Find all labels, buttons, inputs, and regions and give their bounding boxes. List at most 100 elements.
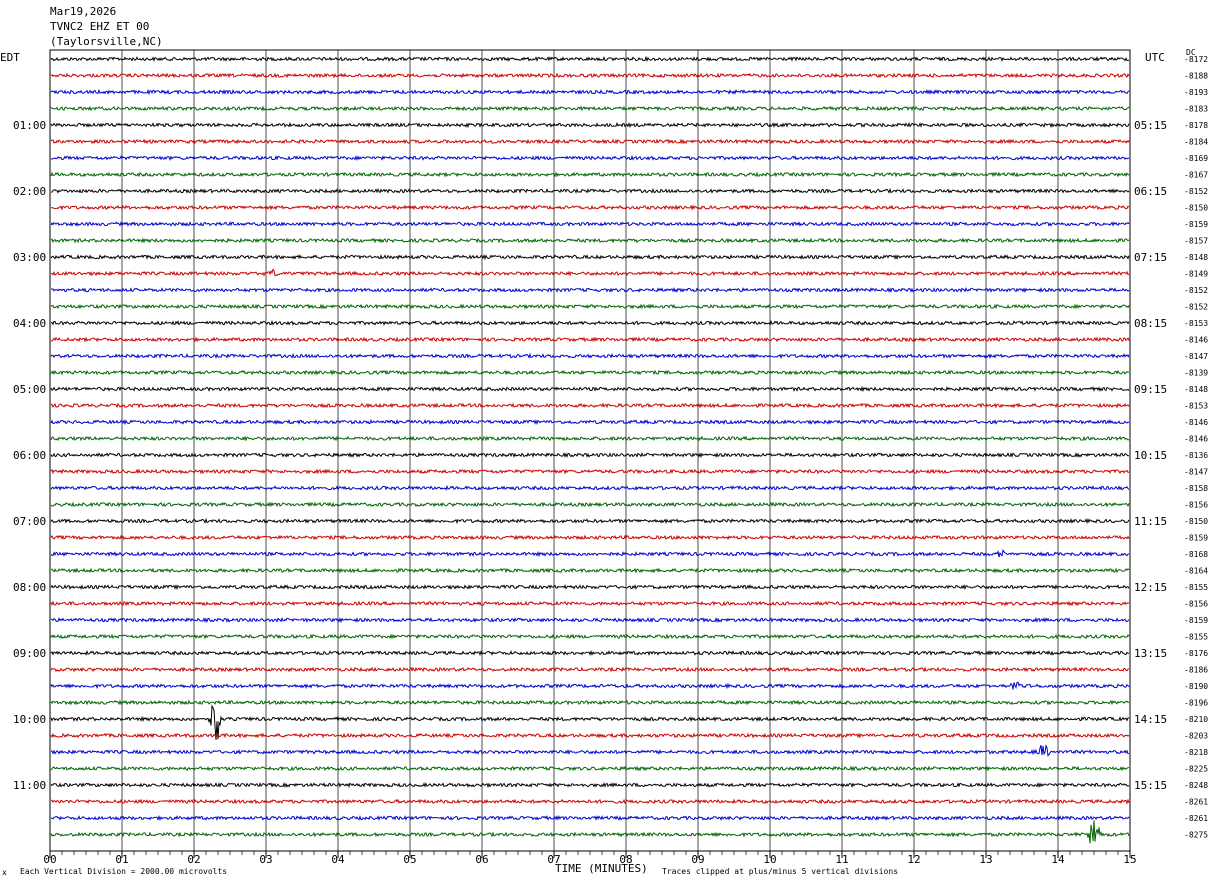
dc-offset-label: -8146 — [1184, 336, 1208, 345]
dc-offset-label: -8153 — [1184, 319, 1208, 328]
dc-offset-label: -8168 — [1184, 550, 1208, 559]
x-axis-title: TIME (MINUTES) — [555, 862, 648, 875]
dc-offset-label: -8261 — [1184, 798, 1208, 807]
trace-line — [50, 584, 1130, 591]
trace-line — [50, 253, 1130, 261]
dc-offset-label: -8188 — [1184, 72, 1208, 81]
dc-offset-label: -8156 — [1184, 600, 1208, 609]
edt-hour-label: 06:00 — [13, 449, 46, 462]
utc-hour-label: 13:15 — [1134, 647, 1167, 660]
trace-line — [50, 418, 1130, 426]
trace-line — [50, 435, 1130, 442]
utc-hour-label: 05:15 — [1134, 119, 1167, 132]
trace-line — [50, 534, 1130, 541]
trace-line — [50, 732, 1130, 739]
x-tick-label: 00 — [43, 853, 56, 866]
x-tick-label: 14 — [1051, 853, 1065, 866]
dc-offset-label: -8153 — [1184, 402, 1208, 411]
dc-offset-label: -8218 — [1184, 748, 1208, 757]
dc-offset-label: -8275 — [1184, 831, 1208, 840]
trace-line — [50, 287, 1130, 294]
dc-offset-label: -8178 — [1184, 121, 1208, 130]
utc-hour-label: 14:15 — [1134, 713, 1167, 726]
trace-line — [50, 369, 1130, 376]
x-tick-label: 13 — [979, 853, 992, 866]
edt-hour-label: 09:00 — [13, 647, 46, 660]
utc-hour-label: 15:15 — [1134, 779, 1167, 792]
trace-line — [50, 187, 1130, 194]
x-tick-label: 09 — [691, 853, 704, 866]
x-tick-label: 11 — [835, 853, 848, 866]
dc-offset-label: -8155 — [1184, 583, 1208, 592]
dc-offset-label: -8169 — [1184, 154, 1208, 163]
plot-frame — [49, 49, 1131, 852]
edt-hour-label: 10:00 — [13, 713, 46, 726]
dc-offset-label: -8149 — [1184, 270, 1208, 279]
trace-line — [50, 352, 1130, 360]
trace-line — [50, 798, 1130, 805]
trace-line — [50, 820, 1130, 844]
trace-line — [50, 666, 1130, 673]
dc-offset-label: -8190 — [1184, 682, 1208, 691]
dc-offset-label: -8146 — [1184, 435, 1208, 444]
dc-offset-label: -8147 — [1184, 468, 1208, 477]
trace-line — [50, 616, 1130, 624]
clip-note: Traces clipped at plus/minus 5 vertical … — [662, 867, 899, 876]
x-tick-label: 01 — [115, 853, 128, 866]
trace-line — [50, 699, 1130, 706]
dc-offset-label: -8148 — [1184, 253, 1208, 262]
trace-line — [50, 303, 1130, 310]
dc-offset-label: -8248 — [1184, 781, 1208, 790]
dc-offset-label: -8203 — [1184, 732, 1208, 741]
x-tick-label: 12 — [907, 853, 920, 866]
edt-hour-label: 02:00 — [13, 185, 46, 198]
dc-offset-label: -8152 — [1184, 303, 1208, 312]
corner-mark: x — [2, 868, 7, 877]
dc-offset-label: -8261 — [1184, 814, 1208, 823]
utc-hour-label: 06:15 — [1134, 185, 1167, 198]
trace-line — [50, 501, 1130, 508]
dc-offset-label: -8176 — [1184, 649, 1208, 658]
dc-offset-label: -8148 — [1184, 385, 1208, 394]
edt-hour-label: 11:00 — [13, 779, 46, 792]
dc-offset-label: -8152 — [1184, 286, 1208, 295]
utc-hour-label: 10:15 — [1134, 449, 1167, 462]
x-tick-label: 02 — [187, 853, 200, 866]
x-tick-label: 06 — [475, 853, 488, 866]
dc-offset-label: -8146 — [1184, 418, 1208, 427]
x-tick-label: 10 — [763, 853, 776, 866]
trace-line — [50, 220, 1130, 227]
trace-line — [50, 268, 1130, 277]
edt-hour-label: 04:00 — [13, 317, 46, 330]
trace-line — [50, 451, 1130, 459]
trace-line — [50, 319, 1130, 326]
trace-line — [50, 402, 1130, 409]
trace-line — [50, 72, 1130, 79]
right-timezone-label: UTC — [1145, 51, 1165, 64]
dc-offset-label: -8172 — [1184, 55, 1208, 64]
trace-line — [50, 649, 1130, 657]
dc-offset-label: -8225 — [1184, 765, 1208, 774]
trace-line — [51, 204, 1130, 211]
scale-note: Each Vertical Division = 2000.00 microvo… — [20, 867, 228, 876]
trace-line — [50, 105, 1130, 112]
dc-offset-label: -8164 — [1184, 567, 1208, 576]
utc-hour-label: 07:15 — [1134, 251, 1167, 264]
dc-offset-label: -8159 — [1184, 534, 1208, 543]
utc-hour-label: 09:15 — [1134, 383, 1167, 396]
trace-line — [50, 154, 1130, 162]
trace-line — [50, 88, 1130, 96]
dc-offset-label: -8157 — [1184, 237, 1208, 246]
trace-line — [50, 55, 1130, 63]
trace-line — [50, 781, 1130, 789]
trace-line — [50, 468, 1130, 475]
trace-line — [50, 744, 1130, 757]
dc-offset-label: -8136 — [1184, 451, 1208, 460]
dc-offset-label: -8139 — [1184, 369, 1208, 378]
dc-offset-label: -8150 — [1184, 517, 1208, 526]
trace-line — [50, 765, 1129, 772]
trace-line — [50, 121, 1130, 129]
left-timezone-label: EDT — [0, 51, 20, 64]
edt-hour-label: 07:00 — [13, 515, 46, 528]
